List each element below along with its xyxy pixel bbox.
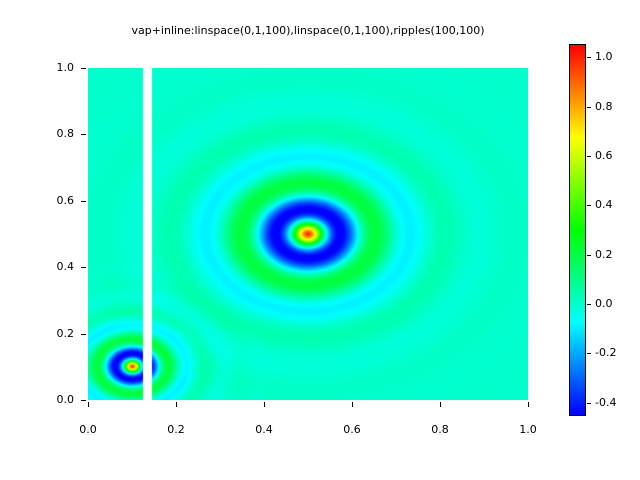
y-tick-mark <box>81 400 86 401</box>
colorbar-tick-mark <box>587 57 591 59</box>
x-tick-mark <box>440 402 441 407</box>
y-tick-label: 0.0 <box>56 393 75 406</box>
y-tick-label: 0.8 <box>56 127 75 141</box>
colorbar-tick-label: -0.4 <box>595 395 617 409</box>
y-tick-label: 0.2 <box>56 326 75 340</box>
colorbar-tick-label: 0.2 <box>595 247 613 261</box>
x-tick-mark <box>88 402 89 407</box>
chart-title: vap+inline:linspace(0,1,100),linspace(0,… <box>131 24 485 37</box>
y-tick-label: 0.6 <box>56 193 75 207</box>
colorbar-tick-label: 0.0 <box>595 297 613 310</box>
x-tick-mark <box>528 402 529 407</box>
colorbar-tick-label: 0.4 <box>595 198 613 212</box>
colorbar-tick-mark <box>587 353 591 355</box>
y-tick-label: 1.0 <box>56 61 75 74</box>
x-tick-label: 0.4 <box>255 423 273 436</box>
colorbar-tick-mark <box>587 304 591 305</box>
y-tick-mark <box>81 333 86 335</box>
colorbar-tick-mark <box>587 254 591 256</box>
x-tick-label: 0.8 <box>431 423 449 436</box>
colorbar-tick-label: 1.0 <box>595 50 613 64</box>
colorbar-gradient <box>569 44 586 416</box>
x-tick-mark <box>176 402 177 407</box>
colorbar-tick-mark <box>587 156 591 157</box>
x-tick-label: 1.0 <box>519 423 537 436</box>
colorbar-tick-mark <box>587 402 591 404</box>
x-tick-label: 0.6 <box>343 423 361 436</box>
y-tick-mark <box>81 68 86 69</box>
colorbar-tick-label: 0.8 <box>595 99 613 113</box>
x-tick-mark <box>264 402 265 407</box>
colorbar-tick-mark <box>587 205 591 207</box>
y-tick-label: 0.4 <box>56 260 75 274</box>
heatmap-image <box>88 68 528 400</box>
colorbar-tick-label: 0.6 <box>595 149 613 162</box>
y-tick-mark <box>81 267 86 269</box>
x-tick-label: 0.2 <box>167 423 185 436</box>
colorbar-tick-mark <box>587 106 591 108</box>
y-tick-mark <box>81 200 86 202</box>
x-tick-label: 0.0 <box>79 423 97 436</box>
colorbar-tick-label: -0.2 <box>595 346 617 360</box>
y-tick-mark <box>81 134 86 136</box>
x-tick-mark <box>352 402 353 407</box>
